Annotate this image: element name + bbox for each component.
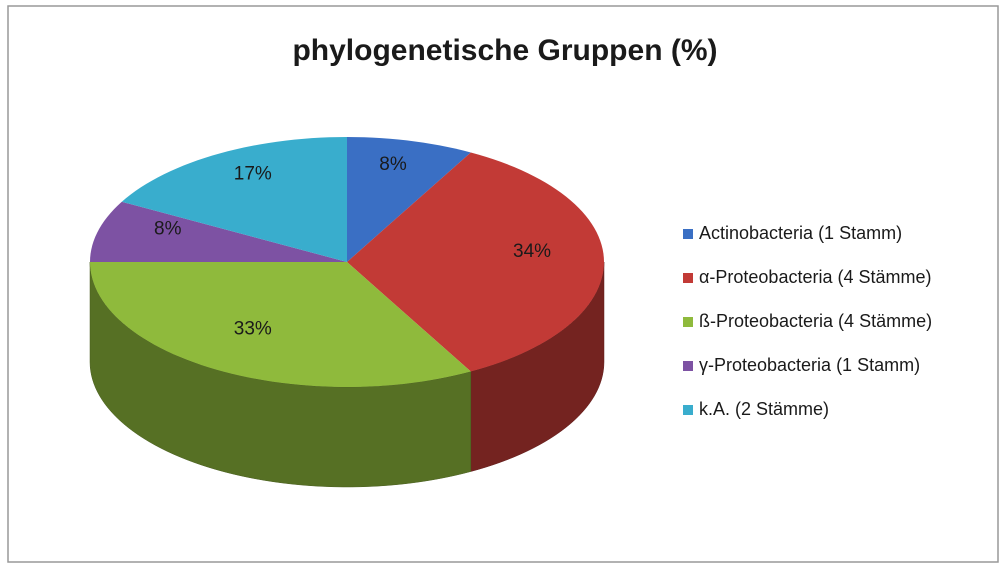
legend: Actinobacteria (1 Stamm) α-Proteobacteria… — [683, 223, 932, 419]
legend-label: k.A. (2 Stämme) — [699, 399, 829, 419]
pie-slice — [347, 137, 471, 262]
data-labels: 8% 34% 33% 8% 17% — [154, 154, 551, 340]
pie-slice — [90, 262, 471, 387]
data-label: 34% — [513, 241, 551, 262]
data-label: 8% — [154, 219, 182, 240]
data-label: 17% — [234, 164, 272, 185]
legend-swatch — [683, 405, 693, 415]
pie-slice — [347, 152, 604, 372]
legend-swatch — [683, 229, 693, 239]
pie-slice — [90, 201, 347, 262]
legend-label: α-Proteobacteria (4 Stämme) — [699, 267, 932, 287]
legend-label: Actinobacteria (1 Stamm) — [699, 223, 902, 243]
pie-tops — [90, 137, 604, 387]
pie-slice — [121, 137, 347, 262]
data-label: 8% — [379, 154, 407, 175]
legend-swatch — [683, 361, 693, 371]
legend-swatch — [683, 273, 693, 283]
chart-title: phylogenetische Gruppen (%) — [292, 34, 717, 67]
legend-swatch — [683, 317, 693, 327]
data-label: 33% — [234, 318, 272, 339]
legend-label: γ-Proteobacteria (1 Stamm) — [699, 355, 920, 375]
legend-label: ß-Proteobacteria (4 Stämme) — [699, 311, 932, 331]
